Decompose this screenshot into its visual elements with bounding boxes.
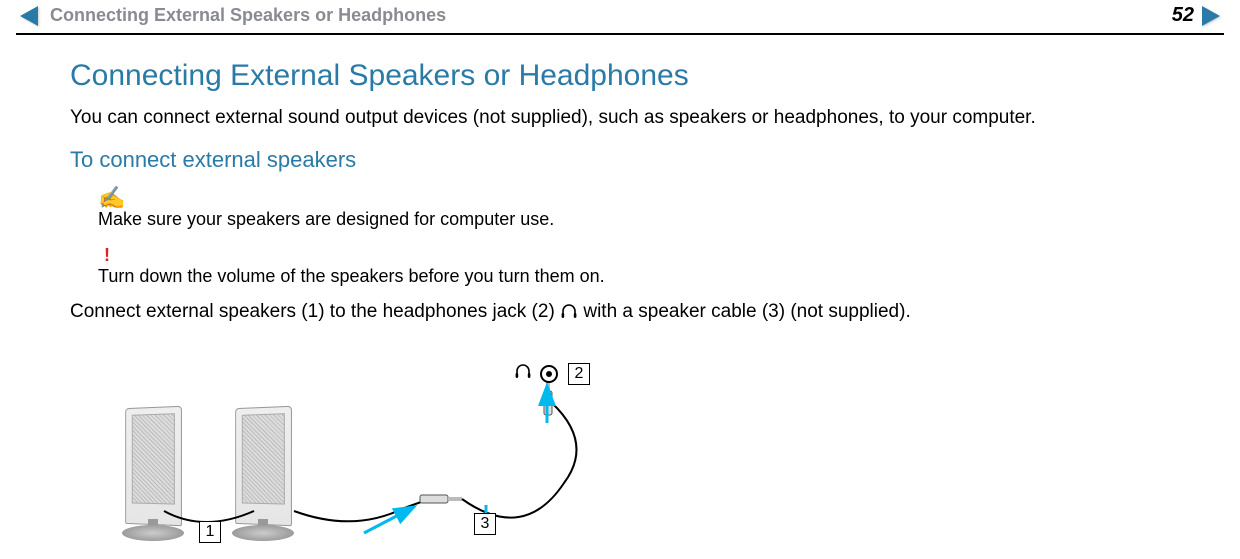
- instruction-post: with a speaker cable (3) (not supplied).: [578, 301, 911, 322]
- callout-1: 1: [199, 521, 221, 543]
- arrow-to-plug-icon: [364, 508, 412, 533]
- headphones-icon: [560, 303, 578, 325]
- page-header: Connecting External Speakers or Headphon…: [0, 0, 1240, 33]
- connection-diagram: 1 2 3: [94, 333, 714, 543]
- note-text: Make sure your speakers are designed for…: [98, 209, 1170, 231]
- note-block: ✍ Make sure your speakers are designed f…: [70, 187, 1170, 231]
- subheading: To connect external speakers: [70, 147, 1170, 173]
- instruction-text: Connect external speakers (1) to the hea…: [70, 301, 1170, 325]
- cable-svg: [94, 333, 714, 543]
- header-section-title: Connecting External Speakers or Headphon…: [50, 5, 446, 26]
- caution-block: ! Turn down the volume of the speakers b…: [70, 245, 1170, 288]
- jack-port-icon: [540, 365, 558, 383]
- prev-page-arrow-icon[interactable]: [20, 6, 38, 26]
- headphones-small-icon: [514, 363, 532, 384]
- next-page-arrow-icon[interactable]: [1202, 6, 1220, 26]
- instruction-pre: Connect external speakers (1) to the hea…: [70, 301, 560, 322]
- page-number: 52: [1172, 4, 1194, 27]
- jack-icons: [514, 363, 558, 384]
- header-left: Connecting External Speakers or Headphon…: [20, 5, 446, 26]
- page-title: Connecting External Speakers or Headphon…: [70, 59, 1170, 93]
- note-icon: ✍: [98, 187, 1170, 209]
- callout-3: 3: [474, 513, 496, 535]
- content-area: Connecting External Speakers or Headphon…: [0, 35, 1240, 543]
- intro-text: You can connect external sound output de…: [70, 107, 1170, 129]
- caution-text: Turn down the volume of the speakers bef…: [98, 266, 1170, 288]
- caution-icon: !: [104, 245, 1170, 266]
- header-right: 52: [1172, 4, 1220, 27]
- callout-2: 2: [568, 363, 590, 385]
